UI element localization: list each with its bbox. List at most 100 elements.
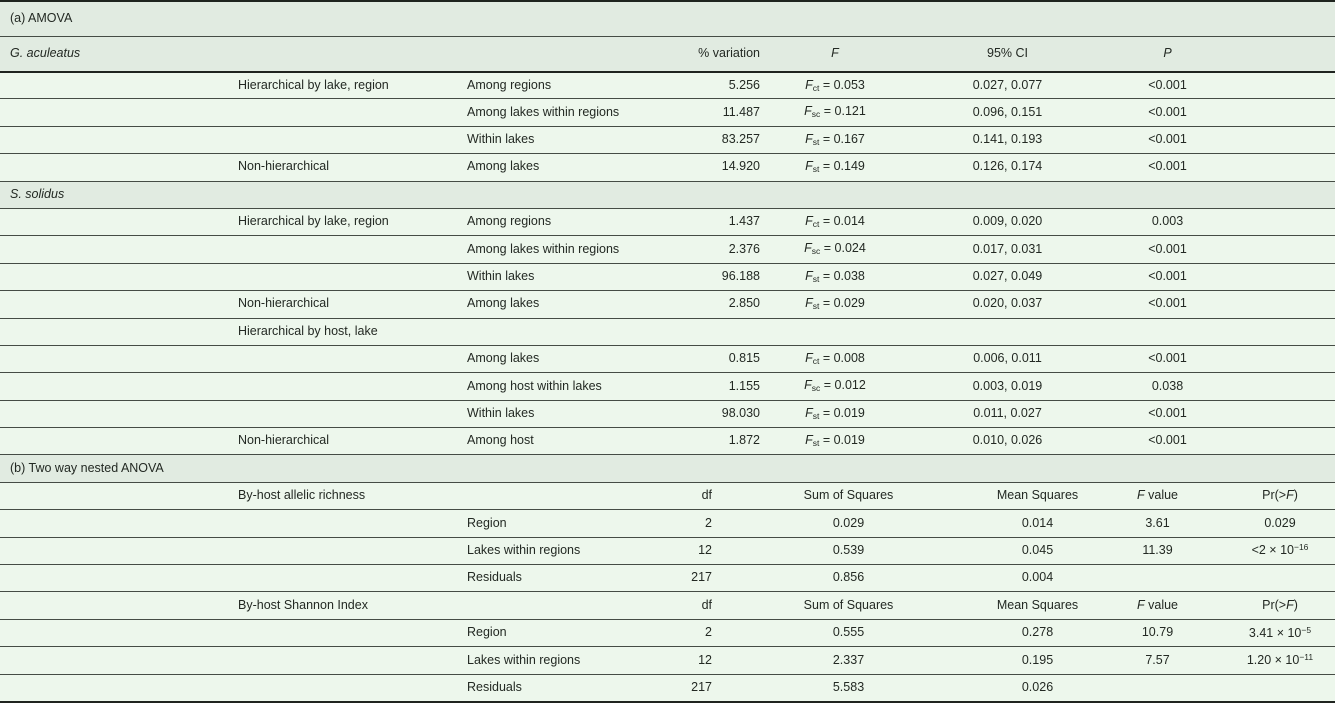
table-cell: Mean Squares <box>996 488 1079 503</box>
table-row: By-host allelic richness df Sum of Squares… <box>0 481 1335 510</box>
table-cell: Mean Squares <box>996 597 1079 612</box>
table-cell: Fct = 0.053 <box>805 77 865 93</box>
table-cell: Hierarchical by lake, region <box>238 77 389 92</box>
table-cell: Lakes within regions <box>467 542 581 557</box>
table-cell: Among host within lakes <box>467 378 602 393</box>
table-cell: Non-hierarchical <box>238 159 330 174</box>
table-cell: G. aculeatus <box>10 46 81 61</box>
table-row: Region 2 0.029 0.014 3.61 0.029 <box>0 509 1335 537</box>
table-cell: 2.337 <box>832 652 865 667</box>
table-cell: Among lakes within regions <box>467 104 620 119</box>
table-row: Residuals 217 0.856 0.004 <box>0 564 1335 592</box>
table-cell: Among regions <box>467 77 552 92</box>
table-cell: 2.376 <box>728 241 760 256</box>
table-cell: % variation <box>698 46 760 61</box>
table-cell: 0.856 <box>832 570 865 585</box>
table-cell: 10.79 <box>1141 625 1174 640</box>
table-cell: df <box>701 488 712 503</box>
table-cell: 0.014 <box>1021 515 1054 530</box>
table-cell: 0.278 <box>1021 625 1054 640</box>
table-row: By-host Shannon Index df Sum of Squares Mea… <box>0 591 1335 619</box>
table-cell: 5.583 <box>832 679 865 694</box>
table-cell: Within lakes <box>467 132 535 147</box>
table-row: Lakes within regions 12 0.539 0.045 11.39 <2 … <box>0 536 1335 565</box>
table-cell: <0.001 <box>1148 433 1187 448</box>
table-cell: 12 <box>698 542 712 557</box>
table-cell: F <box>831 46 839 61</box>
table-cell: 0.045 <box>1021 542 1054 557</box>
table-row: Within lakes 83.257 Fst = 0.167 0.141, 0.19… <box>0 125 1335 154</box>
table-row: Non-hierarchical Among lakes 14.920 Fst = 0… <box>0 153 1335 181</box>
table-cell: 1.155 <box>728 378 760 393</box>
table-cell: 217 <box>691 570 712 585</box>
table-cell: Fct = 0.008 <box>805 350 865 366</box>
table-cell: Region <box>467 625 507 640</box>
table-row: Within lakes 98.030 Fst = 0.019 0.011, 0.02… <box>0 399 1335 428</box>
table-cell: Sum of Squares <box>803 488 894 503</box>
table-cell: 2.850 <box>728 296 760 311</box>
table-cell: 98.030 <box>721 406 760 420</box>
table-cell: 0.141, 0.193 <box>972 132 1043 147</box>
table-cell: 0.029 <box>832 515 865 530</box>
section-band: S. solidus <box>0 180 1335 208</box>
table-cell: <0.001 <box>1148 159 1187 174</box>
table-cell: 2 <box>705 625 712 640</box>
table-cell: 11.39 <box>1142 542 1173 557</box>
section-band: (a) AMOVA <box>0 2 1335 36</box>
table-row: G. aculeatus % variation F 95% CI P <box>0 36 1335 71</box>
table-cell: Fsc = 0.024 <box>804 241 866 257</box>
table-cell: 7.57 <box>1145 652 1170 667</box>
table-cell: 0.539 <box>832 542 865 557</box>
table-cell: Non-hierarchical <box>238 433 330 448</box>
table-cell: 1.20 × 10−11 <box>1246 652 1314 668</box>
table-cell: <0.001 <box>1148 132 1187 147</box>
table-cell: 0.010, 0.026 <box>972 433 1043 448</box>
table-cell: 0.027, 0.077 <box>972 77 1043 92</box>
table-cell: Among lakes <box>467 159 540 174</box>
table-row: Non-hierarchical Among host 1.872 Fst = 0.0… <box>0 427 1335 455</box>
section-title: (b) Two way nested ANOVA <box>10 460 164 475</box>
table-cell: 0.006, 0.011 <box>973 351 1042 366</box>
table-cell: Hierarchical by lake, region <box>238 214 389 229</box>
section-title: (a) AMOVA <box>10 11 73 26</box>
table-cell: 0.815 <box>728 351 760 366</box>
table-cell: Lakes within regions <box>467 652 581 667</box>
table-cell: Fst = 0.019 <box>805 433 865 449</box>
table-cell: Hierarchical by host, lake <box>238 323 378 338</box>
table-cell: 0.004 <box>1021 570 1054 585</box>
table-cell: 0.020, 0.037 <box>972 296 1043 311</box>
table-cell: Among host <box>467 433 534 448</box>
table-row: Among lakes within regions 11.487 Fsc = 0.… <box>0 98 1335 126</box>
table-cell: <0.001 <box>1148 104 1187 119</box>
table-cell: Among lakes <box>467 351 540 366</box>
table-cell: Within lakes <box>467 406 535 420</box>
table-cell: <0.001 <box>1148 296 1187 311</box>
table-cell: <0.001 <box>1148 351 1187 366</box>
table-cell: 83.257 <box>721 132 760 147</box>
table-cell: 0.126, 0.174 <box>972 159 1043 174</box>
table-cell: <0.001 <box>1148 77 1187 92</box>
table-cell: <0.001 <box>1148 241 1187 256</box>
table-cell: 0.026 <box>1021 679 1054 694</box>
table-cell: Pr(>F) <box>1262 597 1298 612</box>
table-cell: 11.487 <box>722 104 760 119</box>
table-cell: F value <box>1137 488 1178 503</box>
table-row: Within lakes 96.188 Fst = 0.038 0.027, 0.04… <box>0 262 1335 291</box>
table-row: Hierarchical by lake, region Among region… <box>0 71 1335 99</box>
table-cell: df <box>701 597 712 612</box>
table-row: Hierarchical by host, lake <box>0 317 1335 345</box>
table-cell: 0.096, 0.151 <box>972 104 1043 119</box>
table-row: Hierarchical by lake, region Among region… <box>0 207 1335 236</box>
table-cell: Residuals <box>467 570 522 585</box>
table-cell: Fsc = 0.012 <box>804 378 866 394</box>
table-cell: 14.920 <box>721 159 760 174</box>
table-cell: Sum of Squares <box>803 597 894 612</box>
table-cell: <0.001 <box>1148 269 1187 284</box>
table-cell: 217 <box>691 679 712 694</box>
table-cell: 0.003, 0.019 <box>972 378 1043 393</box>
table-cell: F value <box>1137 597 1178 612</box>
table-cell: 96.188 <box>721 269 760 284</box>
table-cell: 0.009, 0.020 <box>972 214 1043 229</box>
table-cell: 3.41 × 10−5 <box>1248 624 1312 640</box>
table-cell: Region <box>467 515 507 530</box>
